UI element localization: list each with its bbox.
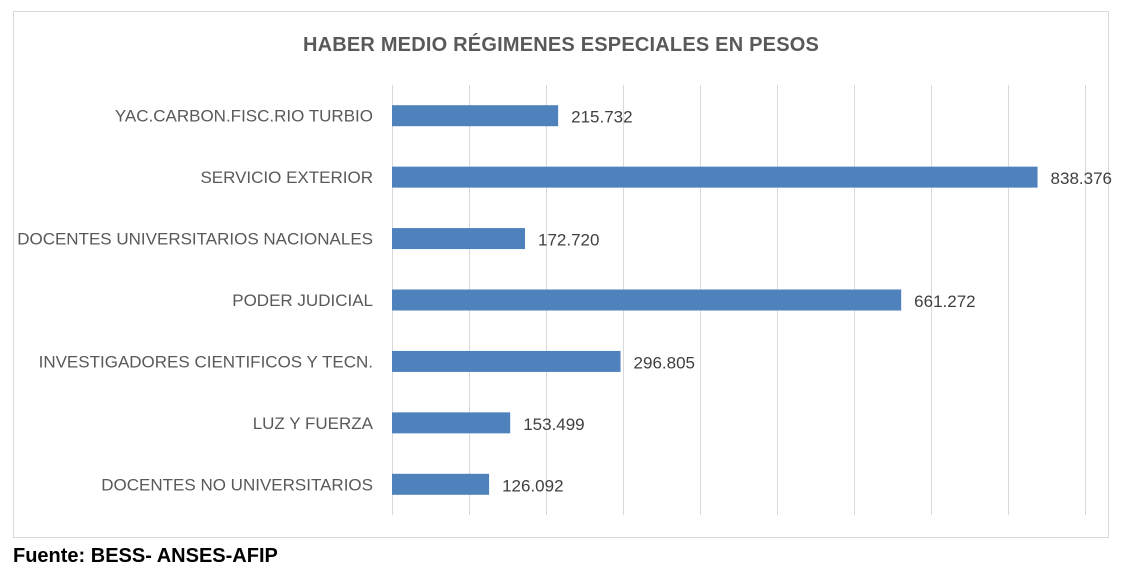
bar xyxy=(392,289,902,311)
category-label: SERVICIO EXTERIOR xyxy=(200,168,373,187)
data-label: 215.732 xyxy=(571,108,632,127)
category-label: YAC.CARBON.FISC.RIO TURBIO xyxy=(115,107,373,126)
data-label: 153.499 xyxy=(523,415,584,434)
bar xyxy=(392,412,511,434)
category-label: PODER JUDICIAL xyxy=(232,291,373,310)
bar xyxy=(392,350,621,372)
category-label: DOCENTES NO UNIVERSITARIOS xyxy=(101,475,373,494)
data-label: 126.092 xyxy=(502,476,563,495)
chart-frame: HABER MEDIO RÉGIMENES ESPECIALES EN PESO… xyxy=(13,11,1109,538)
bar xyxy=(392,105,559,127)
data-label: 172.720 xyxy=(538,231,599,250)
bar xyxy=(392,166,1038,188)
category-label: DOCENTES UNIVERSITARIOS NACIONALES xyxy=(17,230,373,249)
category-label: LUZ Y FUERZA xyxy=(253,414,374,433)
data-label: 661.272 xyxy=(914,292,975,311)
source-note: Fuente: BESS- ANSES-AFIP xyxy=(13,545,278,567)
data-label: 838.376 xyxy=(1051,169,1112,188)
chart-title: HABER MEDIO RÉGIMENES ESPECIALES EN PESO… xyxy=(302,34,820,56)
data-label: 296.805 xyxy=(634,353,695,372)
bar xyxy=(392,473,490,495)
category-label: INVESTIGADORES CIENTIFICOS Y TECN. xyxy=(39,352,373,371)
bar xyxy=(392,228,525,250)
